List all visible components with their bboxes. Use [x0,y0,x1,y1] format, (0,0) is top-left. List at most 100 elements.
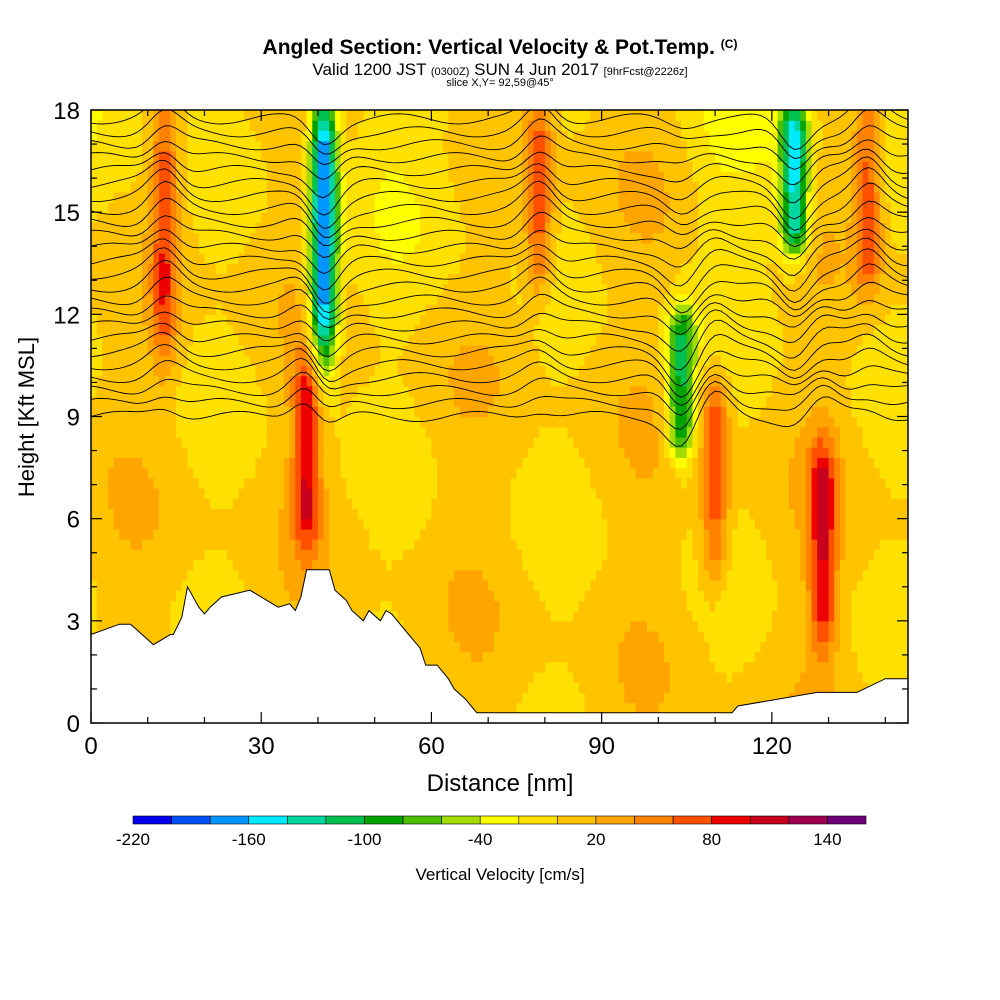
field-cell [249,457,257,469]
field-cell [374,406,381,418]
field-cell [442,232,450,244]
field-cell [96,396,103,407]
field-cell [533,242,540,254]
field-cell [363,130,370,142]
field-cell [346,344,353,356]
field-cell [533,253,540,264]
field-cell [454,457,461,469]
field-cell [403,273,410,285]
field-cell [442,396,450,407]
field-cell [119,355,126,367]
field-cell [272,477,279,489]
field-cell [510,508,518,520]
field-cell [147,293,155,305]
field-cell [102,385,109,397]
field-cell [437,385,444,397]
field-cell [261,447,268,458]
field-cell [198,579,206,591]
field-cell [516,273,523,285]
field-cell [187,181,194,193]
field-cell [539,539,546,550]
field-cell [102,467,109,479]
field-cell [499,600,506,612]
field-cell [210,457,217,469]
field-cell [323,150,330,162]
field-cell [96,283,103,295]
field-cell [136,365,143,377]
field-cell [340,201,347,213]
field-cell [334,191,342,203]
field-cell [181,416,189,428]
field-cell [238,253,245,264]
field-cell [476,549,484,561]
field-cell [391,253,398,264]
field-cell [420,161,427,172]
field-cell [181,426,189,438]
field-cell [493,477,501,489]
field-cell [176,528,183,540]
field-cell [130,130,137,142]
field-cell [215,222,223,234]
field-cell [533,702,540,714]
field-cell [527,375,535,387]
field-cell [437,477,444,489]
field-cell [397,334,404,346]
field-cell [91,569,98,581]
field-cell [346,314,353,326]
field-cell [454,385,461,397]
field-cell [119,201,126,213]
field-cell [346,334,353,346]
field-cell [221,232,228,244]
field-cell [278,283,285,295]
field-cell [556,273,563,285]
field-cell [108,191,115,203]
field-cell [238,508,245,520]
field-cell [227,222,234,234]
field-cell [459,569,467,581]
field-cell [527,304,535,315]
field-cell [249,498,257,510]
field-cell [414,539,421,550]
field-cell [113,600,120,612]
field-cell [482,467,489,479]
field-cell [119,528,126,540]
field-cell [374,416,381,428]
field-cell [556,293,563,305]
field-cell [334,467,342,479]
field-cell [261,293,268,305]
field-cell [357,293,364,305]
field-cell [295,232,302,244]
field-cell [193,488,200,499]
field-cell [306,375,313,387]
field-cell [113,314,120,326]
field-cell [465,641,472,653]
field-cell [300,222,308,234]
field-cell [459,600,467,612]
field-cell [476,283,484,295]
field-cell [369,385,376,397]
field-cell [227,314,234,326]
field-cell [510,590,518,601]
field-cell [244,508,251,520]
field-cell [454,671,461,683]
field-cell [516,140,523,152]
field-cell [266,508,274,520]
field-cell [119,253,126,264]
field-cell [249,416,257,428]
field-cell [403,426,410,438]
field-cell [136,263,143,275]
field-cell [272,385,279,397]
field-cell [391,355,398,367]
field-cell [198,273,206,285]
field-cell [363,447,370,458]
field-cell [193,508,200,520]
field-cell [312,498,319,510]
field-cell [448,150,455,162]
field-cell [283,120,291,132]
field-cell [289,590,296,601]
field-cell [198,140,206,152]
field-cell [142,181,149,193]
field-cell [204,304,211,315]
field-cell [176,590,183,601]
field-cell [278,396,285,407]
